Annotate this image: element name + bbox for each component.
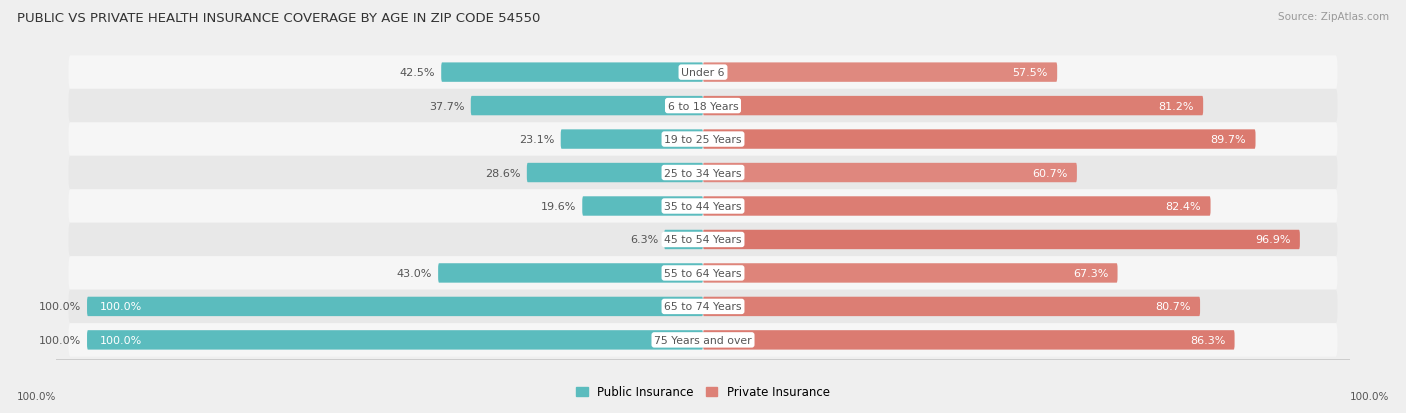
FancyBboxPatch shape (69, 90, 1337, 123)
Text: 25 to 34 Years: 25 to 34 Years (664, 168, 742, 178)
FancyBboxPatch shape (703, 230, 1301, 249)
FancyBboxPatch shape (69, 323, 1337, 357)
Text: 67.3%: 67.3% (1073, 268, 1108, 278)
FancyBboxPatch shape (69, 123, 1337, 157)
FancyBboxPatch shape (87, 297, 703, 316)
Text: 100.0%: 100.0% (1350, 391, 1389, 401)
FancyBboxPatch shape (561, 130, 703, 150)
Text: 100.0%: 100.0% (100, 335, 142, 345)
Text: 55 to 64 Years: 55 to 64 Years (664, 268, 742, 278)
Text: 57.5%: 57.5% (1012, 68, 1047, 78)
Text: PUBLIC VS PRIVATE HEALTH INSURANCE COVERAGE BY AGE IN ZIP CODE 54550: PUBLIC VS PRIVATE HEALTH INSURANCE COVER… (17, 12, 540, 25)
Text: 100.0%: 100.0% (38, 301, 82, 312)
FancyBboxPatch shape (664, 230, 703, 249)
Text: Source: ZipAtlas.com: Source: ZipAtlas.com (1278, 12, 1389, 22)
FancyBboxPatch shape (87, 330, 703, 350)
Text: 35 to 44 Years: 35 to 44 Years (664, 202, 742, 211)
FancyBboxPatch shape (69, 290, 1337, 323)
Legend: Public Insurance, Private Insurance: Public Insurance, Private Insurance (576, 385, 830, 399)
FancyBboxPatch shape (471, 97, 703, 116)
FancyBboxPatch shape (69, 190, 1337, 223)
FancyBboxPatch shape (527, 164, 703, 183)
Text: 45 to 54 Years: 45 to 54 Years (664, 235, 742, 245)
FancyBboxPatch shape (69, 56, 1337, 90)
Text: 100.0%: 100.0% (38, 335, 82, 345)
Text: 19 to 25 Years: 19 to 25 Years (664, 135, 742, 145)
FancyBboxPatch shape (703, 164, 1077, 183)
Text: 89.7%: 89.7% (1211, 135, 1246, 145)
FancyBboxPatch shape (703, 97, 1204, 116)
Text: 43.0%: 43.0% (396, 268, 432, 278)
Text: 75 Years and over: 75 Years and over (654, 335, 752, 345)
Text: 42.5%: 42.5% (399, 68, 434, 78)
Text: 96.9%: 96.9% (1256, 235, 1291, 245)
FancyBboxPatch shape (703, 330, 1234, 350)
Text: 28.6%: 28.6% (485, 168, 520, 178)
Text: 37.7%: 37.7% (429, 101, 464, 112)
Text: 65 to 74 Years: 65 to 74 Years (664, 301, 742, 312)
FancyBboxPatch shape (69, 223, 1337, 256)
Text: 81.2%: 81.2% (1159, 101, 1194, 112)
Text: 6 to 18 Years: 6 to 18 Years (668, 101, 738, 112)
Text: 100.0%: 100.0% (17, 391, 56, 401)
FancyBboxPatch shape (703, 263, 1118, 283)
Text: 60.7%: 60.7% (1032, 168, 1067, 178)
Text: Under 6: Under 6 (682, 68, 724, 78)
FancyBboxPatch shape (441, 63, 703, 83)
Text: 80.7%: 80.7% (1156, 301, 1191, 312)
Text: 86.3%: 86.3% (1189, 335, 1226, 345)
FancyBboxPatch shape (69, 157, 1337, 190)
FancyBboxPatch shape (439, 263, 703, 283)
FancyBboxPatch shape (703, 197, 1211, 216)
FancyBboxPatch shape (582, 197, 703, 216)
FancyBboxPatch shape (703, 130, 1256, 150)
Text: 23.1%: 23.1% (519, 135, 554, 145)
Text: 6.3%: 6.3% (630, 235, 658, 245)
Text: 82.4%: 82.4% (1166, 202, 1201, 211)
Text: 100.0%: 100.0% (100, 301, 142, 312)
FancyBboxPatch shape (69, 256, 1337, 290)
FancyBboxPatch shape (703, 63, 1057, 83)
Text: 19.6%: 19.6% (541, 202, 576, 211)
FancyBboxPatch shape (703, 297, 1201, 316)
